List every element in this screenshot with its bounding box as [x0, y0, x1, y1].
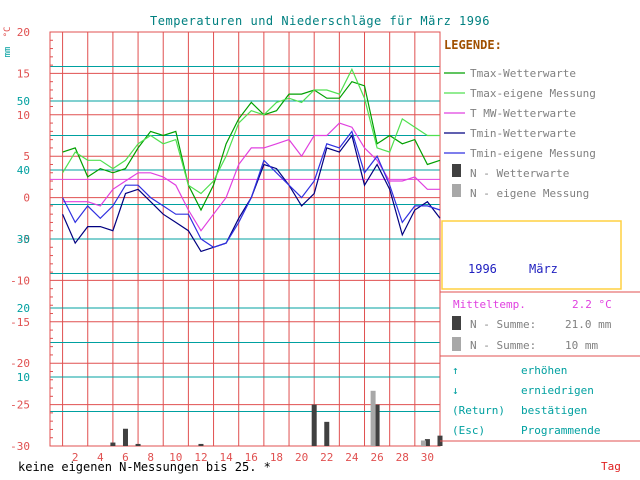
sum-own-label: N - Summe:: [470, 339, 536, 352]
temp-tick-label: 10: [17, 109, 30, 122]
precip-bar-station: [324, 421, 330, 446]
precip-bar-station: [135, 443, 141, 446]
precip-bar-station: [110, 442, 116, 446]
legend-heading: LEGENDE:: [444, 38, 502, 52]
legend-swatch-precip-own: [452, 184, 461, 197]
precip-tick-label: 20: [17, 302, 30, 315]
sum-station-value: 21.0 mm: [565, 318, 612, 331]
x-tick-label: 26: [370, 451, 383, 464]
series-line-tmax-own: [62, 67, 440, 195]
x-tick-label: 28: [396, 451, 409, 464]
precip-bar-station: [374, 404, 380, 446]
precip-bar-own: [370, 390, 376, 446]
precip-tick-label: 40: [17, 164, 30, 177]
sum-station-swatch: [452, 316, 461, 330]
x-tick-label: 16: [245, 451, 258, 464]
legend-label: Tmax-Wetterwarte: [470, 67, 576, 80]
temp-tick-label: 15: [17, 67, 30, 80]
temp-tick-label: -25: [10, 399, 30, 412]
precip-axis-unit: mm: [3, 47, 13, 58]
temp-tick-label: -10: [10, 274, 30, 287]
chart-title: Temperaturen und Niederschläge für März …: [150, 14, 490, 28]
legend-label: Tmin-Wetterwarte: [470, 127, 576, 140]
legend-label: Tmax-eigene Messung: [470, 87, 596, 100]
x-tick-label: 30: [421, 451, 434, 464]
sum-station-label: N - Summe:: [470, 318, 536, 331]
precip-tick-label: 10: [17, 371, 30, 384]
precip-bar-own: [420, 440, 426, 446]
x-axis-label: Tag: [601, 460, 621, 473]
temp-tick-label: 0: [23, 192, 30, 205]
x-tick-label: 18: [270, 451, 283, 464]
series-line-tmax-station: [62, 80, 441, 212]
x-tick-label: 22: [320, 451, 333, 464]
precip-tick-label: 30: [17, 233, 30, 246]
control-action: bestätigen: [521, 404, 587, 417]
control-key: ↓: [452, 384, 459, 397]
precip-bar-station: [198, 443, 204, 446]
temp-tick-label: -5: [17, 233, 30, 246]
precip-tick-label: 50: [17, 95, 30, 108]
legend-label: Tmin-eigene Messung: [470, 147, 596, 160]
series-line-tmin-station: [62, 134, 441, 253]
x-tick-label: 4: [97, 451, 104, 464]
control-key: (Esc): [452, 424, 485, 437]
plot-border: [49, 31, 441, 447]
x-tick-label: 14: [220, 451, 234, 464]
control-key: ↑: [452, 364, 459, 377]
legend-label: T MW-Wetterwarte: [470, 107, 576, 120]
control-key: (Return): [452, 404, 505, 417]
x-tick-label: 2: [72, 451, 79, 464]
x-tick-label: 12: [194, 451, 207, 464]
precip-bar-station: [424, 439, 430, 446]
x-tick-label: 10: [169, 451, 182, 464]
period-year: 1996: [468, 262, 497, 276]
x-tick-label: 8: [147, 451, 154, 464]
x-tick-label: 20: [295, 451, 308, 464]
control-action: erhöhen: [521, 364, 567, 377]
period-month: März: [529, 262, 558, 276]
legend-swatch-precip-station: [452, 164, 461, 177]
temp-tick-label: -30: [10, 440, 30, 453]
period-box: [441, 220, 622, 290]
x-tick-label: 6: [122, 451, 129, 464]
temp-tick-label: 20: [17, 26, 30, 39]
series-line-tmin-own: [62, 130, 441, 248]
temp-axis-unit: °C: [3, 27, 13, 38]
control-action: Programmende: [521, 424, 600, 437]
sum-own-swatch: [452, 337, 461, 351]
precip-bar-station: [311, 404, 317, 446]
mean-temp-value: 2.2 °C: [572, 298, 612, 311]
footnote: keine eigenen N-Messungen bis 25. *: [18, 460, 271, 474]
temp-tick-label: -15: [10, 316, 30, 329]
mean-temp-label: Mitteltemp.: [453, 298, 526, 311]
control-action: erniedrigen: [521, 384, 594, 397]
precip-bar-station: [122, 428, 128, 446]
legend-label: N - eigene Messung: [470, 187, 589, 200]
legend-label: N - Wetterwarte: [470, 167, 569, 180]
x-tick-label: 24: [345, 451, 359, 464]
temp-tick-label: -20: [10, 357, 30, 370]
temp-tick-label: 5: [23, 150, 30, 163]
sum-own-value: 10 mm: [565, 339, 598, 352]
series-line-tmw-station: [62, 122, 440, 232]
